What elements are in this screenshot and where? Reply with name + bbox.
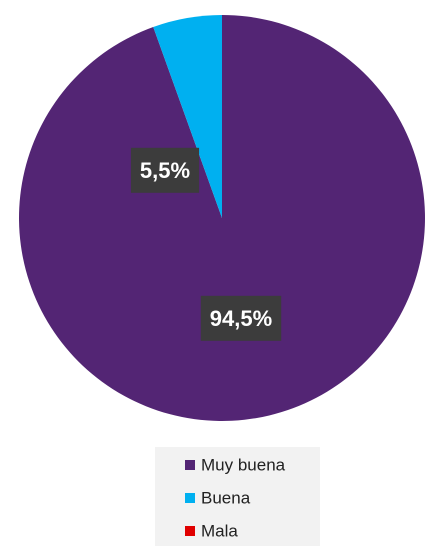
legend-box bbox=[155, 447, 320, 546]
legend-swatch bbox=[185, 460, 195, 470]
pie-slice bbox=[153, 15, 222, 218]
legend-label: Mala bbox=[201, 521, 238, 540]
pie-slice bbox=[18, 15, 425, 421]
value-label-box bbox=[200, 295, 282, 341]
value-label: 5,5% bbox=[140, 158, 190, 183]
legend-swatch bbox=[185, 526, 195, 536]
legend-label: Buena bbox=[201, 488, 251, 507]
value-label: 94,5% bbox=[210, 306, 272, 331]
legend-swatch bbox=[185, 493, 195, 503]
legend-label: Muy buena bbox=[201, 455, 286, 474]
value-label-box bbox=[130, 147, 200, 193]
